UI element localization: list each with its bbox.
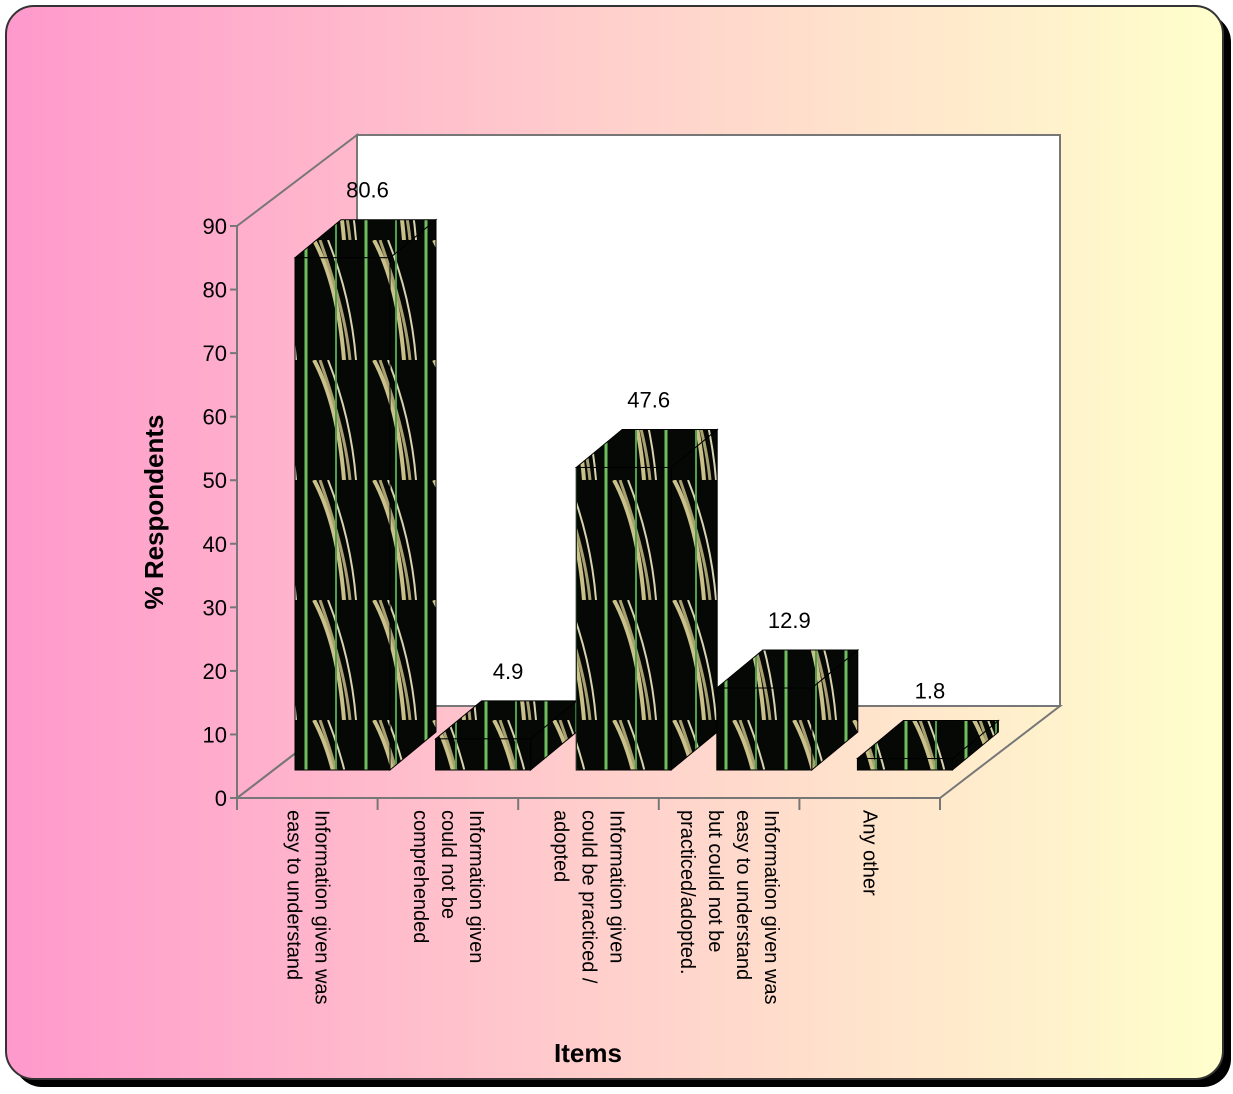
- x-tick-label-line: Information given: [465, 810, 487, 963]
- y-tick-label: 40: [203, 532, 227, 557]
- x-tick-label-line: Information given was: [760, 810, 782, 1005]
- bar: [293, 218, 438, 772]
- bar-front: [716, 687, 813, 771]
- y-tick-label: 0: [215, 786, 227, 811]
- bar: [715, 648, 860, 772]
- x-tick-label: Information given could not be comprehende…: [409, 810, 487, 963]
- y-tick-label: 30: [203, 595, 227, 620]
- x-tick-label-line: adopted: [550, 810, 572, 882]
- x-tick-label-line: practiced/adopted.: [676, 810, 698, 975]
- x-tick-label: Information given could be practiced / ado…: [550, 810, 628, 984]
- bar: [434, 699, 578, 772]
- bar-side: [670, 428, 718, 772]
- bar-front: [435, 738, 532, 771]
- data-label: 4.9: [493, 659, 524, 684]
- x-tick-label-line: comprehended: [409, 810, 431, 943]
- x-tick-label: Information given was easy to understand b…: [676, 810, 782, 1005]
- x-tick-label-line: but could not be: [704, 810, 726, 952]
- y-tick-label: 50: [203, 468, 227, 493]
- y-tick-label: 80: [203, 278, 227, 303]
- x-tick-label-line: could not be: [437, 810, 459, 919]
- x-tick-label: Any other: [859, 810, 881, 896]
- bar: [856, 719, 1000, 772]
- bar-side: [389, 218, 437, 772]
- x-tick-label-line: Any other: [859, 810, 881, 896]
- bar: [574, 428, 719, 772]
- x-tick-label: Information given was easy to understand: [282, 810, 332, 1005]
- y-tick-label: 60: [203, 405, 227, 430]
- y-tick-label: 70: [203, 341, 227, 366]
- x-tick-label-line: easy to understand: [732, 810, 754, 980]
- bar-front: [575, 466, 672, 771]
- x-axis-title: Items: [554, 1038, 622, 1068]
- x-tick-label-line: Information given was: [310, 810, 332, 1005]
- data-label: 1.8: [915, 679, 946, 704]
- data-label: 12.9: [768, 608, 811, 633]
- data-label: 80.6: [346, 178, 389, 203]
- data-label: 47.6: [627, 387, 670, 412]
- y-tick-label: 10: [203, 722, 227, 747]
- bar-front: [294, 257, 391, 771]
- y-tick-label: 90: [203, 214, 227, 239]
- y-axis-title: % Respondents: [139, 414, 169, 609]
- x-tick-label-line: Information given: [606, 810, 628, 963]
- bar-front: [856, 758, 953, 771]
- x-tick-label-line: easy to understand: [282, 810, 304, 980]
- x-tick-label-line: could be practiced /: [578, 810, 600, 984]
- y-tick-label: 20: [203, 659, 227, 684]
